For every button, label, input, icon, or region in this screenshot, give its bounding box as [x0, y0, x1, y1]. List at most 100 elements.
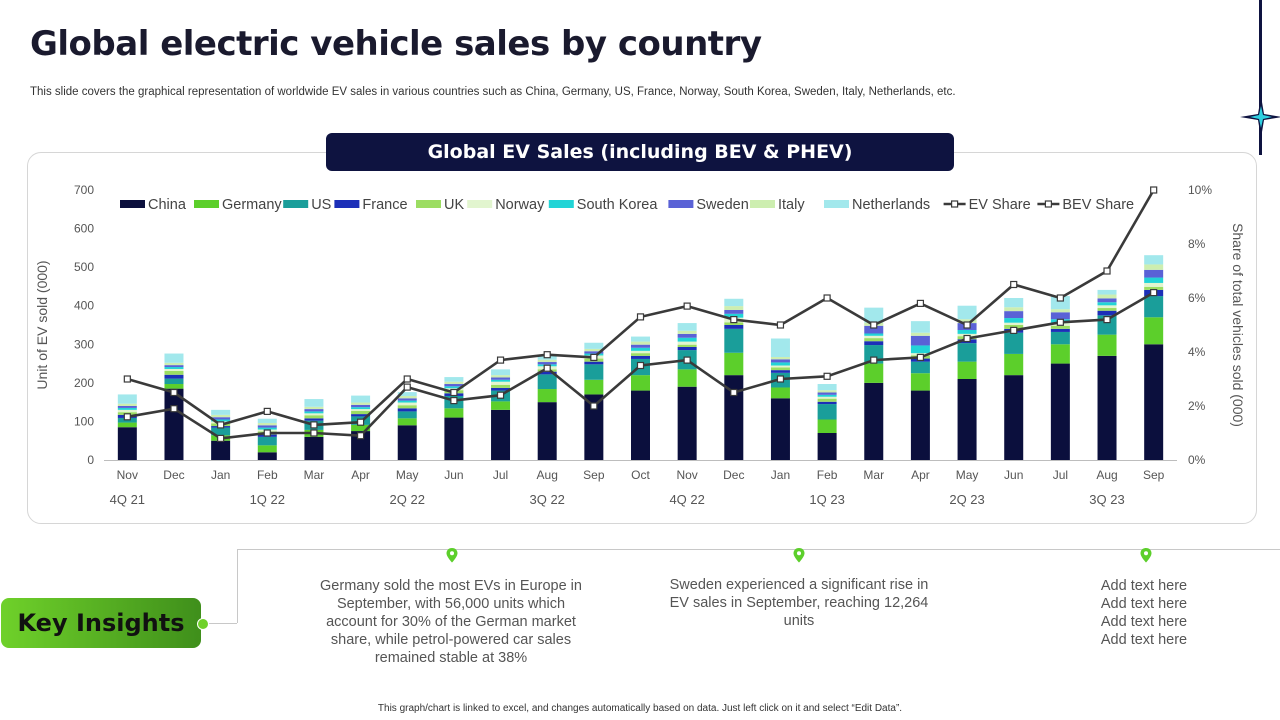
- legend-label: US: [311, 197, 331, 213]
- bar-segment: [864, 335, 884, 339]
- bar-segment: [910, 321, 930, 333]
- bar-segment: [1097, 289, 1117, 295]
- bar-segment: [211, 417, 231, 420]
- bar-segment: [770, 362, 790, 366]
- bar-segment: [444, 381, 464, 385]
- line-marker: [403, 383, 411, 391]
- bar-segment: [817, 396, 837, 399]
- line-marker: [963, 321, 971, 329]
- bar-segment: [1097, 305, 1117, 309]
- x-tick-label: Nov: [676, 468, 697, 482]
- bar-segment: [1097, 355, 1117, 460]
- bar-segment: [1004, 318, 1024, 323]
- legend-swatch: [416, 200, 441, 208]
- y2-tick-label: 4%: [1188, 345, 1206, 359]
- bar-segment: [117, 403, 137, 406]
- bar-segment: [864, 333, 884, 336]
- bar-segment: [724, 313, 744, 318]
- bar-segment: [817, 433, 837, 460]
- line-marker: [590, 353, 598, 361]
- bar-segment: [1097, 298, 1117, 303]
- bar-segment: [677, 333, 697, 338]
- bar-segment: [211, 409, 231, 415]
- bar-segment: [910, 390, 930, 460]
- bar-segment: [1050, 344, 1070, 364]
- bar-segment: [910, 373, 930, 391]
- line-marker: [823, 372, 831, 380]
- bar-segment: [677, 323, 697, 331]
- bar-segment: [304, 436, 324, 460]
- bar-segment: [910, 335, 930, 346]
- bar-segment: [817, 404, 837, 420]
- x-tick-label: May: [396, 468, 419, 482]
- x-tick-label: Dec: [163, 468, 184, 482]
- bar-segment: [444, 377, 464, 382]
- bar-segment: [1144, 344, 1164, 460]
- bar-segment: [397, 402, 417, 406]
- bar-segment: [351, 411, 371, 415]
- bar-segment: [211, 419, 231, 422]
- bar-segment: [1144, 264, 1164, 270]
- bar-segment: [1050, 331, 1070, 345]
- bar-segment: [164, 388, 184, 460]
- x-tick-label: Jun: [1004, 468, 1023, 482]
- bar-segment: [491, 401, 511, 410]
- bar-segment: [1097, 310, 1117, 316]
- legend-label: BEV Share: [1062, 197, 1134, 213]
- line-marker: [870, 356, 878, 364]
- line-marker: [496, 356, 505, 364]
- bar-segment: [351, 404, 371, 408]
- line-marker: [683, 302, 691, 310]
- quarter-label: 3Q 22: [529, 492, 564, 507]
- bar-segment: [491, 387, 511, 391]
- y-tick-label: 400: [74, 299, 94, 313]
- legend-swatch: [120, 200, 145, 208]
- y2-axis-title: Share of total vehicles sold (000): [1230, 223, 1246, 427]
- bar-segment: [957, 305, 977, 320]
- bar-segment: [537, 402, 557, 460]
- y2-tick-label: 6%: [1188, 291, 1206, 305]
- x-tick-label: Oct: [631, 468, 650, 482]
- bar-segment: [631, 336, 650, 342]
- bar-segment: [864, 338, 884, 342]
- bar-segment: [910, 361, 930, 374]
- bar-segment: [397, 411, 417, 419]
- legend-label: Sweden: [696, 197, 748, 213]
- bar-segment: [491, 384, 511, 388]
- bar-segment: [1097, 308, 1117, 311]
- bar-segment: [444, 386, 464, 389]
- bar-segment: [1097, 294, 1117, 299]
- bar-segment: [631, 341, 650, 345]
- bar-segment: [304, 413, 324, 416]
- bar-segment: [351, 409, 371, 412]
- legend-marker: [1044, 200, 1053, 208]
- bar-segment: [957, 330, 977, 334]
- line-marker: [123, 413, 131, 421]
- bar-segment: [257, 452, 277, 460]
- line-marker: [1010, 280, 1018, 289]
- line-marker: [263, 429, 271, 437]
- bar-segment: [491, 375, 511, 378]
- y-tick-label: 0: [87, 453, 94, 467]
- bar-segment: [677, 386, 697, 460]
- line-marker: [636, 361, 645, 370]
- bar-segment: [211, 427, 231, 436]
- bar-segment: [957, 379, 977, 460]
- line-marker: [356, 432, 365, 440]
- bar-segment: [351, 402, 371, 405]
- bar-segment: [117, 406, 137, 408]
- bar-segment: [631, 347, 650, 351]
- bar-segment: [770, 367, 790, 371]
- bar-segment: [1144, 277, 1164, 283]
- pin-icon: [1140, 548, 1152, 563]
- bar-segment: [724, 325, 744, 329]
- legend-label: South Korea: [577, 197, 659, 213]
- bar-segment: [631, 344, 650, 348]
- decorative-line: [1259, 0, 1262, 155]
- bar-segment: [677, 337, 697, 342]
- insights-connector-top: [237, 549, 1280, 550]
- bar-segment: [957, 343, 977, 362]
- bar-segment: [257, 436, 277, 446]
- bar-segment: [444, 417, 464, 460]
- ev-sales-chart[interactable]: 0 100 200 300 400 500 600 700 0% 2% 4% 6% 8% 10% Unit …: [0, 0, 1280, 560]
